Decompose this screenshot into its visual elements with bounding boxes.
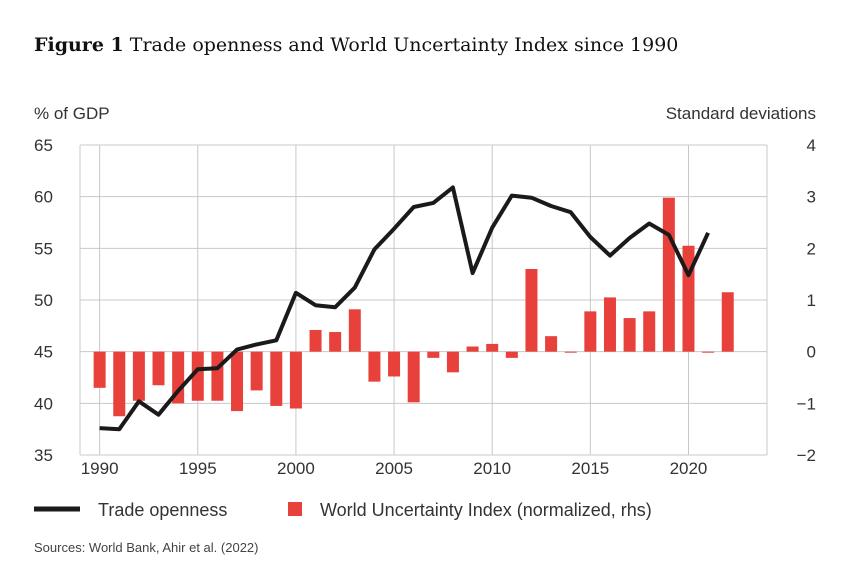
uncertainty-bar: [662, 197, 675, 352]
y-right-tick-label: 2: [807, 239, 816, 258]
uncertainty-bar: [584, 311, 597, 352]
y-right-tick-label: 4: [807, 136, 816, 155]
y-right-unit-label: Standard deviations: [666, 104, 816, 123]
uncertainty-bar: [407, 351, 420, 403]
x-tick-label: 2020: [670, 459, 708, 478]
uncertainty-bar: [250, 351, 263, 391]
uncertainty-bar: [643, 311, 656, 352]
legend-label-uncertainty: World Uncertainty Index (normalized, rhs…: [320, 500, 652, 520]
uncertainty-bar: [113, 351, 126, 417]
uncertainty-bar: [721, 292, 734, 352]
figure-label: Figure 1: [34, 34, 124, 56]
uncertainty-bar: [231, 351, 244, 412]
uncertainty-bar: [93, 351, 106, 388]
y-right-tick-label: 3: [807, 188, 816, 207]
uncertainty-bar: [191, 351, 204, 401]
uncertainty-bars: [93, 197, 734, 417]
x-tick-label: 1995: [179, 459, 217, 478]
y-left-tick-label: 60: [34, 188, 53, 207]
uncertainty-bar: [525, 269, 538, 352]
uncertainty-bar: [368, 351, 381, 382]
y-left-tick-label: 65: [34, 136, 53, 155]
uncertainty-bar: [446, 351, 459, 373]
uncertainty-bar: [702, 351, 715, 353]
y-left-tick-label: 40: [34, 394, 53, 413]
figure-title: Figure 1 Trade openness and World Uncert…: [34, 34, 678, 56]
x-tick-label: 1990: [81, 459, 119, 478]
x-tick-label: 2005: [375, 459, 413, 478]
y-right-tick-label: 0: [807, 343, 816, 362]
uncertainty-bar: [388, 351, 401, 377]
y-left-tick-label: 45: [34, 343, 53, 362]
uncertainty-bar: [309, 329, 322, 352]
y-right-tick-label: −1: [797, 394, 816, 413]
uncertainty-bar: [211, 351, 224, 401]
uncertainty-bar: [486, 343, 499, 352]
legend: Trade openness World Uncertainty Index (…: [34, 500, 652, 520]
uncertainty-bar: [132, 351, 145, 401]
uncertainty-bar: [270, 351, 283, 406]
y-left-tick-label: 35: [34, 446, 53, 465]
legend-label-trade-openness: Trade openness: [98, 500, 227, 520]
legend-bar-swatch: [288, 502, 302, 516]
y-right-tick-label: −2: [797, 446, 816, 465]
uncertainty-bar: [623, 318, 636, 352]
uncertainty-bar: [329, 332, 342, 352]
y-left-tick-label: 55: [34, 239, 53, 258]
uncertainty-bar: [505, 351, 518, 358]
uncertainty-bar: [466, 346, 479, 352]
uncertainty-bar: [564, 351, 577, 353]
uncertainty-bar: [603, 297, 616, 352]
trade-openness-line: [99, 185, 710, 432]
x-tick-label: 2010: [473, 459, 511, 478]
figure-title-text: Trade openness and World Uncertainty Ind…: [129, 34, 679, 56]
uncertainty-bar: [152, 351, 165, 386]
y-left-unit-label: % of GDP: [34, 104, 110, 123]
x-tick-label: 2000: [277, 459, 315, 478]
uncertainty-bar: [545, 336, 558, 352]
y-right-tick-label: 1: [807, 291, 816, 310]
uncertainty-bar: [289, 351, 302, 409]
uncertainty-bar: [348, 309, 361, 352]
source-note: Sources: World Bank, Ahir et al. (2022): [34, 540, 258, 555]
grid: [79, 144, 768, 456]
uncertainty-bar: [427, 351, 440, 358]
x-tick-label: 2015: [571, 459, 609, 478]
axis-ticks: 65 60 55 50 45 40 35 4 3 2 1 0 −1 −2 1990 1995 2000 2005 2…: [34, 136, 816, 478]
trade-openness-polyline: [99, 185, 710, 432]
y-left-tick-label: 50: [34, 291, 53, 310]
